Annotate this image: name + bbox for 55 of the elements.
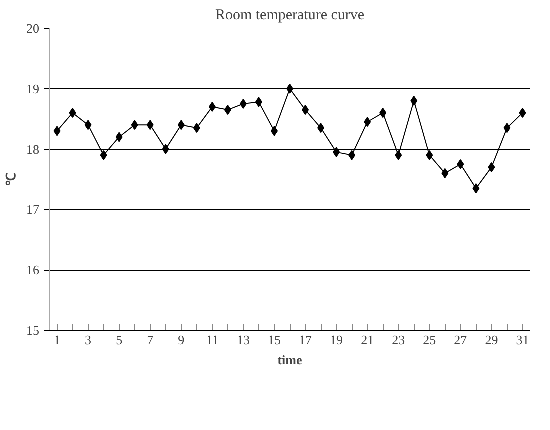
point [84, 120, 92, 130]
point [193, 123, 200, 134]
x-tick-label: 1 [54, 332, 61, 348]
point [208, 102, 216, 112]
y-tick-label: 19 [26, 81, 40, 96]
x-tick-label: 7 [147, 332, 154, 348]
y-tick-label: 20 [26, 21, 40, 36]
chart-title: Room temperature curve [215, 8, 365, 24]
x-tick-label: 13 [236, 332, 250, 348]
x-tick-label: 5 [116, 332, 123, 348]
point [488, 162, 496, 172]
y-tick-label: 15 [26, 323, 40, 338]
point [131, 120, 138, 130]
point [410, 96, 418, 106]
point [162, 144, 170, 154]
y-tick-label: 18 [26, 142, 40, 157]
point [302, 105, 310, 116]
x-tick-label: 29 [485, 332, 498, 348]
point [504, 123, 511, 134]
x-tick-label: 27 [454, 332, 468, 348]
x-tick-label: 17 [299, 332, 313, 348]
x-tick-label: 31 [516, 332, 530, 348]
x-tick-label: 23 [392, 332, 406, 348]
point [255, 97, 262, 108]
point [240, 99, 247, 109]
point [146, 120, 154, 130]
y-axis-title: ℃ [4, 173, 18, 186]
x-tick-label: 19 [330, 332, 344, 348]
point [116, 132, 123, 142]
point [395, 150, 402, 160]
x-axis-title: time [278, 352, 302, 368]
point [224, 105, 232, 116]
point [472, 184, 480, 194]
y-tick-label: 16 [26, 262, 40, 278]
point [519, 108, 526, 118]
x-tick-label: 11 [206, 332, 219, 348]
point [442, 168, 449, 178]
x-tick-label: 9 [178, 332, 185, 348]
point [364, 117, 372, 128]
point [54, 126, 61, 136]
point [69, 108, 76, 118]
x-tick-label: 3 [85, 332, 92, 348]
point [348, 150, 356, 160]
y-tick-label: 17 [26, 202, 40, 218]
point [333, 147, 340, 158]
x-tick-label: 15 [268, 332, 281, 348]
x-tick-label: 21 [361, 332, 374, 348]
point [270, 126, 278, 136]
point [100, 150, 108, 160]
x-tick-label: 25 [423, 332, 436, 348]
point [318, 123, 325, 134]
point [426, 150, 434, 160]
point [457, 159, 464, 170]
point [178, 120, 185, 130]
point [380, 108, 387, 118]
